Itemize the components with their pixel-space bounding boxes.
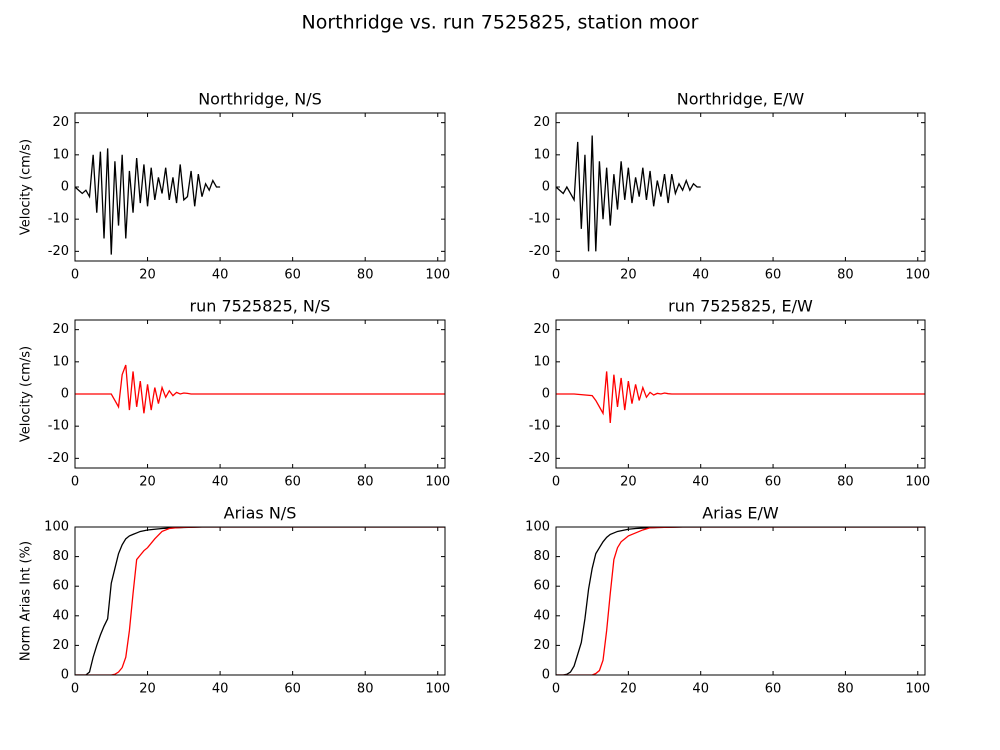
y-tick-label: -20 — [48, 244, 69, 259]
subplot-title: run 7525825, N/S — [190, 297, 331, 316]
y-axis-label: Velocity (cm/s) — [19, 139, 34, 235]
y-tick-label: 10 — [52, 354, 69, 369]
y-tick-label: 40 — [52, 608, 69, 623]
y-tick-label: 20 — [533, 115, 550, 130]
x-tick-label: 60 — [765, 475, 782, 490]
y-tick-label: 0 — [542, 668, 550, 683]
y-tick-label: 100 — [525, 520, 550, 535]
y-tick-label: -10 — [529, 212, 550, 227]
y-tick-label: 80 — [533, 549, 550, 564]
y-tick-label: 100 — [44, 520, 69, 535]
figure-title: Northridge vs. run 7525825, station moor — [302, 12, 699, 34]
x-tick-label: 40 — [692, 268, 709, 283]
x-tick-label: 40 — [212, 475, 229, 490]
x-tick-label: 80 — [357, 475, 374, 490]
subplot-title: Northridge, N/S — [198, 90, 322, 109]
y-tick-label: 0 — [542, 180, 550, 195]
x-tick-label: 80 — [837, 475, 854, 490]
y-axis-label: Velocity (cm/s) — [19, 346, 34, 442]
x-tick-label: 0 — [552, 475, 560, 490]
y-tick-label: -10 — [48, 212, 69, 227]
axes-frame — [74, 526, 446, 676]
y-tick-label: 60 — [533, 579, 550, 594]
x-tick-label: 100 — [905, 268, 930, 283]
series-line — [75, 148, 221, 255]
x-tick-label: 100 — [905, 682, 930, 697]
y-tick-label: 20 — [533, 322, 550, 337]
x-tick-label: 0 — [71, 475, 79, 490]
y-axis-label: Norm Arias Int (%) — [19, 541, 34, 661]
x-tick-label: 60 — [765, 682, 782, 697]
x-tick-label: 20 — [620, 682, 637, 697]
series-line — [75, 364, 445, 414]
axes-frame — [555, 526, 926, 676]
y-tick-label: 10 — [533, 147, 550, 162]
y-tick-label: 0 — [61, 387, 69, 402]
y-tick-label: -10 — [529, 419, 550, 434]
y-tick-label: 40 — [533, 608, 550, 623]
axes-frame — [555, 319, 926, 469]
subplot-title: Arias E/W — [702, 504, 779, 523]
y-tick-label: -20 — [48, 451, 69, 466]
series-line — [556, 135, 701, 252]
x-tick-label: 0 — [71, 268, 79, 283]
x-tick-label: 100 — [425, 682, 450, 697]
y-tick-label: 0 — [542, 387, 550, 402]
x-tick-label: 80 — [837, 268, 854, 283]
x-tick-label: 0 — [552, 268, 560, 283]
y-tick-label: -20 — [529, 244, 550, 259]
axes-frame — [555, 112, 926, 262]
x-tick-label: 80 — [837, 682, 854, 697]
x-tick-label: 20 — [139, 268, 156, 283]
y-tick-label: 20 — [52, 638, 69, 653]
subplot-title: Northridge, E/W — [677, 90, 805, 109]
x-tick-label: 40 — [692, 682, 709, 697]
x-tick-label: 60 — [284, 682, 301, 697]
y-tick-label: 20 — [52, 115, 69, 130]
subplot-title: run 7525825, E/W — [668, 297, 813, 316]
axes-frame — [74, 319, 446, 469]
x-tick-label: 80 — [357, 682, 374, 697]
x-tick-label: 20 — [139, 475, 156, 490]
series-line — [75, 527, 445, 675]
x-tick-label: 20 — [139, 682, 156, 697]
subplot-title: Arias N/S — [224, 504, 297, 523]
series-line — [556, 527, 925, 675]
y-tick-label: -10 — [48, 419, 69, 434]
x-tick-label: 40 — [692, 475, 709, 490]
y-tick-label: 60 — [52, 579, 69, 594]
x-tick-label: 60 — [284, 475, 301, 490]
x-tick-label: 0 — [71, 682, 79, 697]
x-tick-label: 20 — [620, 268, 637, 283]
x-tick-label: 40 — [212, 268, 229, 283]
y-tick-label: 10 — [52, 147, 69, 162]
y-tick-label: 10 — [533, 354, 550, 369]
y-tick-label: 20 — [533, 638, 550, 653]
y-tick-label: 80 — [52, 549, 69, 564]
y-tick-label: 20 — [52, 322, 69, 337]
x-tick-label: 60 — [284, 268, 301, 283]
x-tick-label: 100 — [905, 475, 930, 490]
x-tick-label: 40 — [212, 682, 229, 697]
x-tick-label: 100 — [425, 475, 450, 490]
x-tick-label: 60 — [765, 268, 782, 283]
x-tick-label: 0 — [552, 682, 560, 697]
axes-frame — [74, 112, 446, 262]
x-tick-label: 100 — [425, 268, 450, 283]
x-tick-label: 80 — [357, 268, 374, 283]
y-tick-label: 0 — [61, 180, 69, 195]
series-line — [556, 371, 925, 424]
x-tick-label: 20 — [620, 475, 637, 490]
y-tick-label: -20 — [529, 451, 550, 466]
y-tick-label: 0 — [61, 668, 69, 683]
